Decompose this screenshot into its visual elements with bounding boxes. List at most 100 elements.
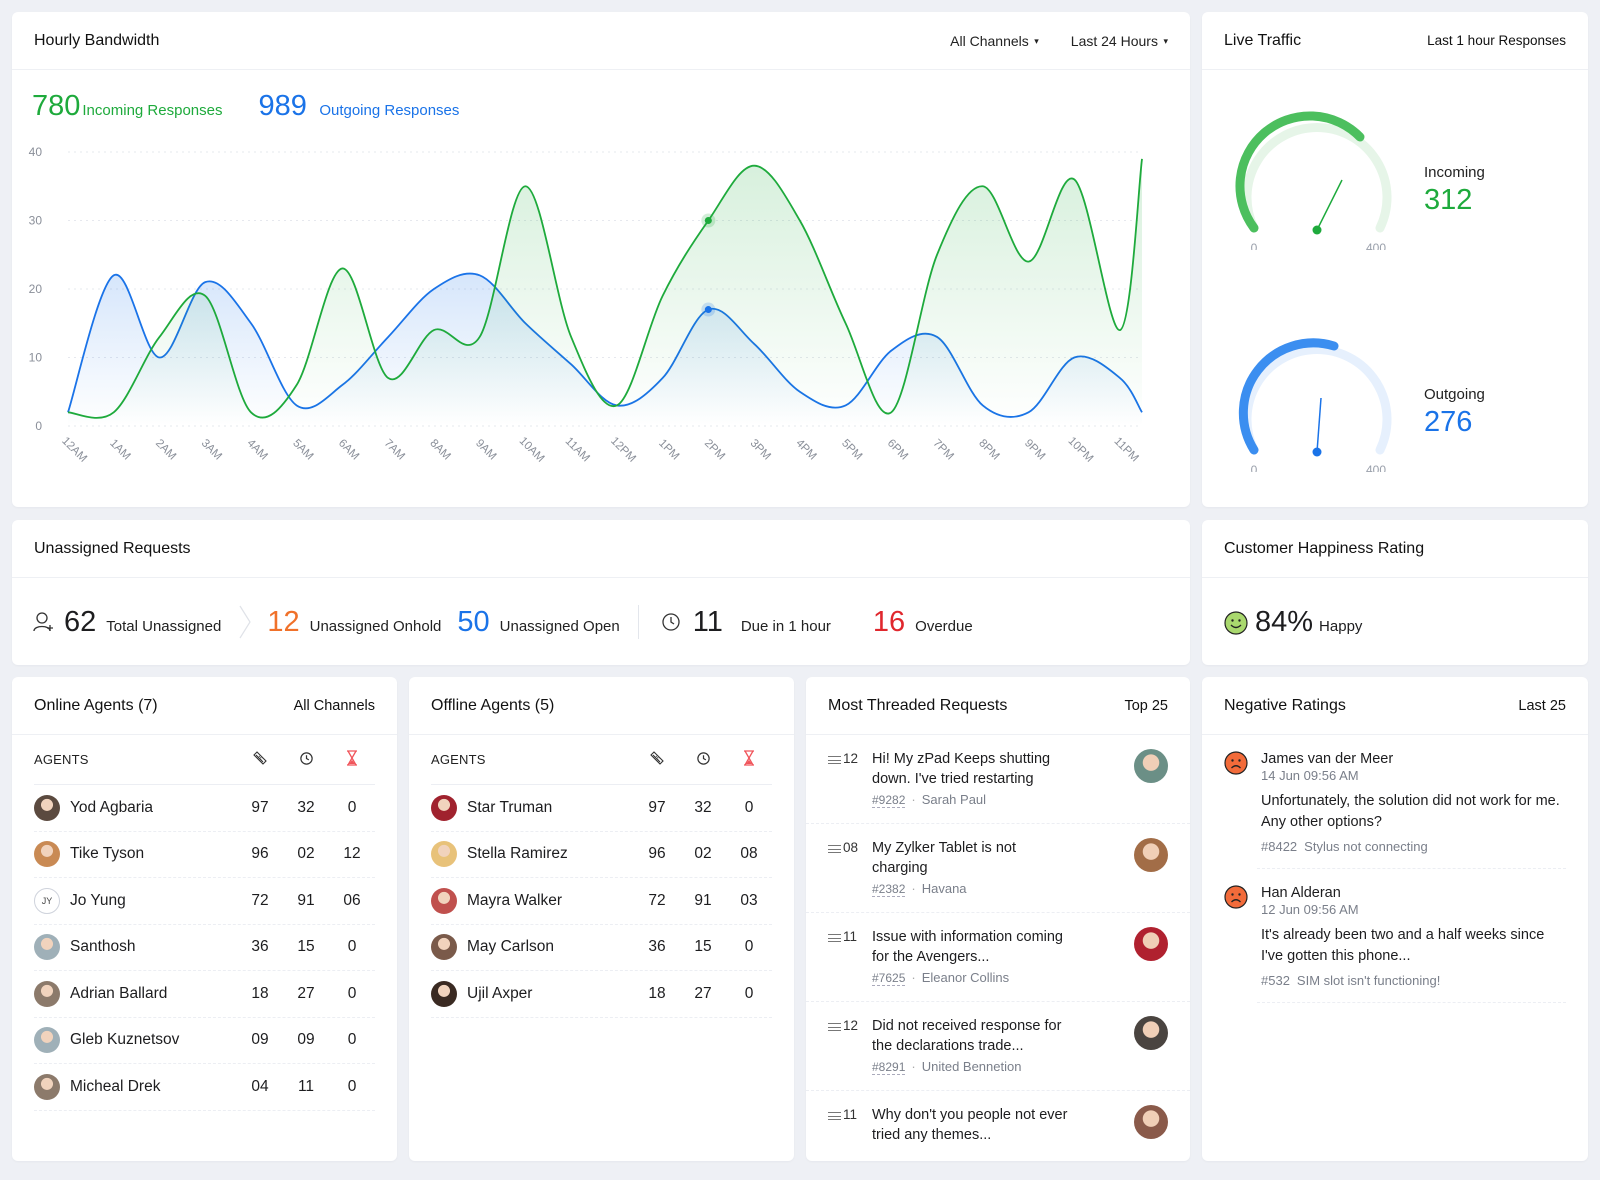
threaded-filter[interactable]: Top 25 <box>1124 697 1168 714</box>
thread-count-value: 11 <box>843 1107 858 1122</box>
threaded-request-item[interactable]: 11 Issue with information coming for the … <box>806 913 1190 1002</box>
card-title: Live Traffic <box>1224 31 1302 49</box>
request-id-link[interactable]: #2382 <box>872 882 906 897</box>
unassigned-open[interactable]: 50 Unassigned Open <box>457 605 620 638</box>
avatar <box>34 980 60 1007</box>
agent-row[interactable]: Stella Ramirez 96 02 08 <box>431 832 772 878</box>
incoming-label: Incoming Responses <box>82 102 223 119</box>
svg-text:0: 0 <box>1251 241 1258 250</box>
agent-row[interactable]: Tike Tyson 96 02 12 <box>34 832 375 878</box>
sad-face-icon <box>1224 751 1248 775</box>
avatar <box>34 934 60 961</box>
incoming-summary: 780 Incoming Responses <box>32 90 222 123</box>
unassigned-onhold[interactable]: 12 Unassigned Onhold <box>267 605 442 638</box>
agent-stat: 91 <box>297 891 315 909</box>
thread-count: 11 <box>828 1105 872 1180</box>
agent-stat: 96 <box>648 845 666 863</box>
agent-stat: 0 <box>347 1031 357 1049</box>
bandwidth-summary: 780 Incoming Responses 989 Outgoing Respo… <box>32 90 459 123</box>
agent-stat: 0 <box>744 938 754 956</box>
total-unassigned[interactable]: 62 Total Unassigned <box>64 605 222 638</box>
unassigned-stats: 62 Total Unassigned 12 Unassigned Onhold… <box>32 604 989 640</box>
request-subject: Why don't you people not ever tried any … <box>872 1107 1068 1143</box>
outgoing-summary: 989 Outgoing Responses <box>258 90 459 123</box>
request-id-link[interactable]: #9282 <box>872 793 906 808</box>
agent-name: Micheal Drek <box>70 1077 161 1095</box>
threaded-request-item[interactable]: 12 Hi! My zPad Keeps shutting down. I've … <box>806 735 1190 824</box>
ticket-icon <box>237 750 283 769</box>
agent-row[interactable]: Star Truman 97 32 0 <box>431 785 772 832</box>
avatar <box>431 980 457 1007</box>
agent-stat: 18 <box>251 984 269 1002</box>
agent-name: Stella Ramirez <box>467 845 568 863</box>
agent-cell: Star Truman <box>431 794 634 821</box>
agent-stat: 32 <box>694 798 712 816</box>
rating-comment: Unfortunately, the solution did not work… <box>1261 793 1560 830</box>
online-agents-header: Online Agents (7) All Channels <box>12 677 397 735</box>
channel-filter-dropdown[interactable]: All Channels <box>950 33 1039 49</box>
agent-stat: 18 <box>648 984 666 1002</box>
online-channel-filter[interactable]: All Channels <box>293 697 375 714</box>
threaded-request-item[interactable]: 11 Why don't you people not ever tried an… <box>806 1091 1190 1180</box>
agent-row[interactable]: Gleb Kuznetsov 09 09 0 <box>34 1018 375 1064</box>
negative-list: James van der Meer 14 Jun 09:56 AM Unfortu… <box>1202 735 1588 1003</box>
negative-filter[interactable]: Last 25 <box>1518 697 1566 714</box>
svg-text:1PM: 1PM <box>656 437 681 462</box>
negative-rating-item[interactable]: James van der Meer 14 Jun 09:56 AM Unfortu… <box>1202 735 1588 854</box>
contact-avatar <box>1134 1016 1168 1050</box>
request-id-link[interactable]: #8422 <box>1261 839 1298 854</box>
request-subject: Issue with information coming for the Av… <box>872 929 1063 965</box>
request-subject: Did not received response for the declar… <box>872 1018 1062 1054</box>
agents-column-header: AGENTS <box>431 752 486 767</box>
threaded-request-item[interactable]: 08 My Zylker Tablet is not charging #2382 ·… <box>806 824 1190 913</box>
agent-row[interactable]: Santhosh 36 15 0 <box>34 925 375 971</box>
sad-face-icon <box>1224 885 1248 909</box>
request-id-link[interactable]: #7625 <box>872 971 906 986</box>
hourly-bandwidth-card: Hourly Bandwidth All Channels Last 24 Ho… <box>12 12 1190 507</box>
agent-row[interactable]: JY Jo Yung 72 91 06 <box>34 878 375 925</box>
agent-row[interactable]: May Carlson 36 15 0 <box>431 925 772 971</box>
avatar <box>431 841 457 868</box>
svg-text:1AM: 1AM <box>107 437 132 462</box>
happiness-label: Happy <box>1319 618 1363 635</box>
svg-text:7PM: 7PM <box>931 437 956 462</box>
agent-name: Ujil Axper <box>467 984 533 1002</box>
agent-stat: 0 <box>347 984 357 1002</box>
negative-rating-item[interactable]: Han Alderan 12 Jun 09:56 AM It's already b… <box>1202 869 1588 988</box>
agent-stat: 02 <box>694 845 712 863</box>
request-id-link[interactable]: #532 <box>1261 973 1290 988</box>
svg-text:30: 30 <box>29 214 43 228</box>
negative-ratings-card: Negative Ratings Last 25 James van der M… <box>1202 677 1588 1161</box>
agent-row[interactable]: Ujil Axper 18 27 0 <box>431 971 772 1018</box>
thread-count: 11 <box>828 927 872 1001</box>
agent-stat: 08 <box>740 845 758 863</box>
agent-row[interactable]: Yod Agbaria 97 32 0 <box>34 785 375 832</box>
live-traffic-subtitle: Last 1 hour Responses <box>1427 33 1566 48</box>
avatar <box>34 1027 60 1054</box>
agent-cell: May Carlson <box>431 934 634 961</box>
agent-stat: 0 <box>347 938 357 956</box>
avatar <box>431 887 457 914</box>
overdue[interactable]: 16 Overdue <box>872 605 973 638</box>
contact-avatar <box>1134 749 1168 783</box>
agent-row[interactable]: Micheal Drek 04 11 0 <box>34 1064 375 1111</box>
most-threaded-requests-card: Most Threaded Requests Top 25 12 Hi! My z… <box>806 677 1190 1161</box>
incoming-count: 780 <box>32 90 81 122</box>
ticket-icon <box>634 750 680 769</box>
request-id-link[interactable]: #8291 <box>872 1060 906 1075</box>
avatar <box>34 841 60 868</box>
agent-name: Tike Tyson <box>70 845 145 863</box>
thread-count-value: 08 <box>843 840 859 855</box>
agent-row[interactable]: Adrian Ballard 18 27 0 <box>34 971 375 1018</box>
online-agents-table: AGENTS Yod Agbaria 97 32 0 Tike Tyson 96 02 12 J… <box>34 735 375 1111</box>
svg-text:10PM: 10PM <box>1066 435 1096 465</box>
time-range-dropdown[interactable]: Last 24 Hours <box>1071 33 1168 49</box>
agent-row[interactable]: Mayra Walker 72 91 03 <box>431 878 772 925</box>
svg-text:20: 20 <box>29 282 43 296</box>
bandwidth-area-chart[interactable]: 0 10 20 30 40 12AM 1AM 2AM 3AM 4AM 5AM 6AM 7AM 8AM 9AM… <box>12 142 1190 502</box>
thread-count-value: 12 <box>843 1018 859 1033</box>
threaded-request-item[interactable]: 12 Did not received response for the decl… <box>806 1002 1190 1091</box>
due-in-1-hour[interactable]: 11 Due in 1 hour <box>692 605 831 638</box>
divider <box>1257 1002 1566 1003</box>
threaded-request-body: Hi! My zPad Keeps shutting down. I've tr… <box>872 749 1134 823</box>
